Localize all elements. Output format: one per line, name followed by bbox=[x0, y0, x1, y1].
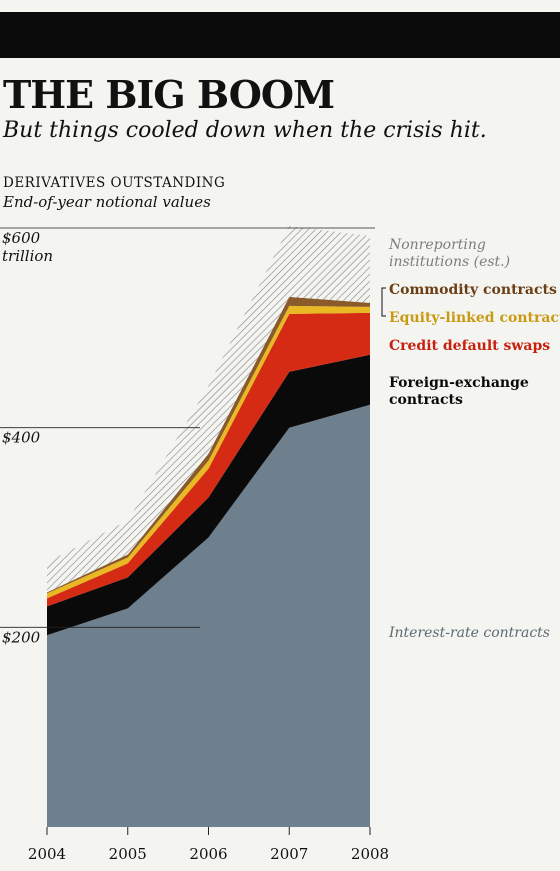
label-bracket bbox=[381, 287, 386, 317]
series-label-equity-linked-contracts: Equity-linked contracts bbox=[389, 310, 560, 326]
area-foreign-exchange-contracts bbox=[47, 354, 370, 636]
chart-kicker: DERIVATIVES OUTSTANDING bbox=[3, 175, 226, 191]
area-nonreporting-institutions-est bbox=[47, 226, 370, 593]
y-tick-label-200: $200 bbox=[2, 628, 41, 646]
area-interest-rate-contracts bbox=[47, 404, 370, 827]
area-credit-default-swaps bbox=[47, 312, 370, 607]
x-tick-label-2006: 2006 bbox=[189, 845, 227, 863]
y-tick-label-400: $400 bbox=[2, 429, 41, 447]
series-label-foreign-exchange-contracts: Foreign-exchange contracts bbox=[389, 375, 529, 408]
series-label-credit-default-swaps: Credit default swaps bbox=[389, 338, 550, 354]
chart-kicker-sub: End-of-year notional values bbox=[3, 193, 211, 211]
x-tick-label-2007: 2007 bbox=[270, 845, 308, 863]
page-title: THE BIG BOOM bbox=[3, 72, 335, 117]
y-tick-label-600: $600 trillion bbox=[2, 229, 53, 265]
x-tick-label-2008: 2008 bbox=[351, 845, 389, 863]
page-subtitle: But things cooled down when the crisis h… bbox=[3, 118, 487, 143]
series-label-nonreporting-institutions-est: Nonreporting institutions (est.) bbox=[388, 237, 510, 270]
series-label-interest-rate-contracts: Interest-rate contracts bbox=[388, 625, 550, 641]
x-tick-label-2005: 2005 bbox=[109, 845, 147, 863]
header-bar bbox=[0, 12, 560, 58]
x-tick-label-2004: 2004 bbox=[28, 845, 66, 863]
series-label-commodity-contracts: Commodity contracts bbox=[389, 282, 557, 298]
